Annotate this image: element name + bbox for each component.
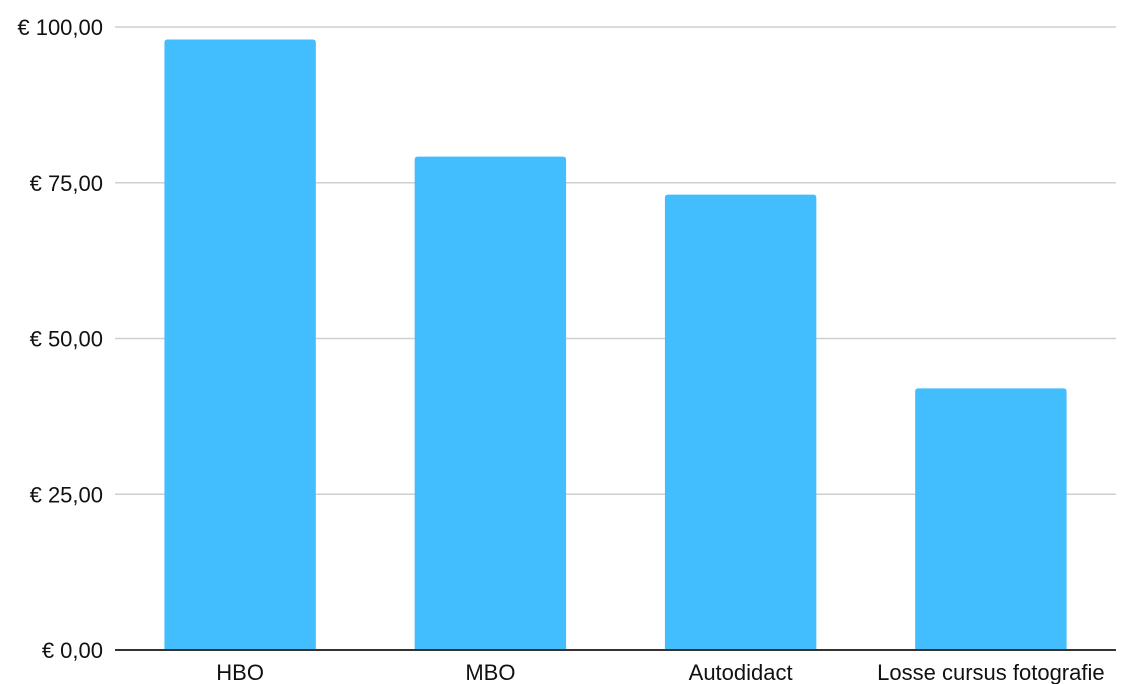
x-tick-label: HBO [216, 660, 264, 684]
y-tick-label: € 75,00 [30, 171, 103, 196]
bar [414, 156, 567, 651]
axis-layer: € 0,00 € 25,00 € 50,00 € 75,00 € 100,00 HBO MB… [17, 15, 1116, 684]
y-tick-label: € 0,00 [42, 638, 103, 663]
y-tick-label: € 50,00 [30, 327, 103, 352]
x-tick-label: Autodidact [689, 660, 793, 684]
bar [664, 194, 817, 650]
x-tick-label: MBO [465, 660, 515, 684]
bar [915, 388, 1067, 650]
bar-layer [164, 39, 1067, 651]
x-tick-label: Losse cursus fotografie [877, 660, 1104, 684]
y-tick-label: € 25,00 [30, 482, 103, 507]
y-tick-label: € 100,00 [17, 15, 103, 40]
bar [164, 39, 316, 650]
